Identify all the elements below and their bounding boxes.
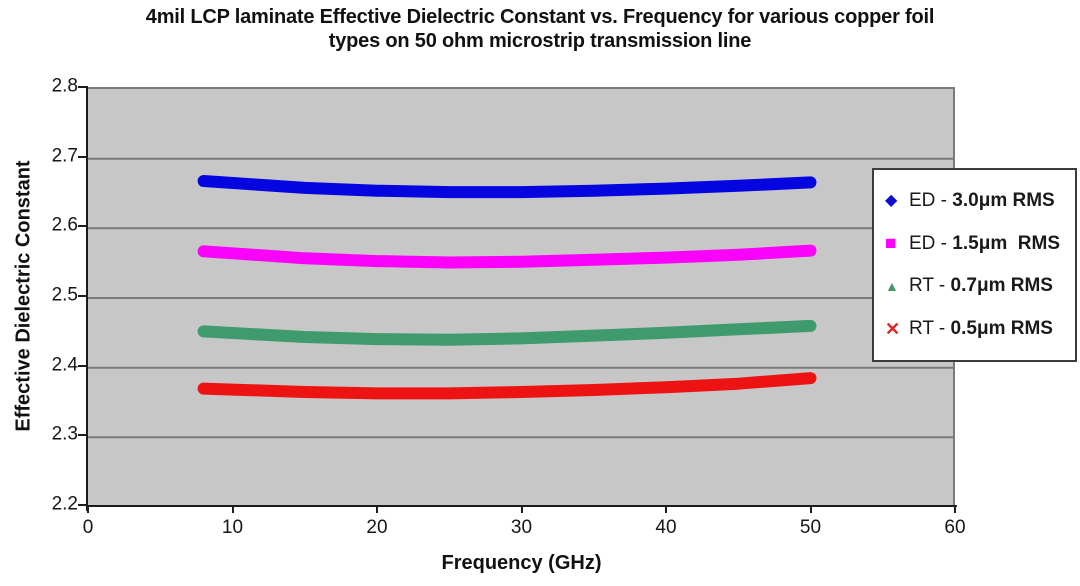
legend-label-value: 0.7μm RMS (950, 275, 1053, 297)
y-tick-label: 2.5 (51, 284, 78, 306)
x-tick-label: 50 (799, 517, 822, 538)
x-tick-mark (376, 507, 378, 513)
x-tick-mark (231, 507, 234, 513)
y-tick-label: 2.2 (51, 493, 78, 515)
x-axis-title: Frequency (GHz) (441, 552, 602, 574)
square-marker-icon: ■ (885, 233, 897, 255)
legend-label-value: 1.5μm RMS (952, 232, 1060, 254)
y-tick-mark (78, 434, 88, 437)
y-tick-mark (78, 86, 88, 88)
x-tick-mark (520, 507, 523, 513)
x-tick-mark (809, 507, 812, 513)
x-tick-label: 10 (221, 517, 244, 538)
chart-title-line1: 4mil LCP laminate Effective Dielectric C… (145, 6, 935, 28)
series-line-1 (197, 244, 817, 269)
x-tick-label: 0 (82, 517, 94, 538)
legend-label-value: 3.0μm RMS (952, 190, 1055, 212)
y-tick-label: 2.6 (51, 214, 78, 236)
legend: ◆ ED - 3.0μm RMS ■ ED - 1.5μm RMS ▲ RT - 0.7μ… (872, 168, 1077, 362)
legend-item: ◆ ED - 3.0μm RMS (885, 190, 1075, 212)
y-tick-label: 2.8 (51, 75, 78, 97)
series-line-0 (197, 175, 817, 199)
legend-item: ▲ RT - 0.7μm RMS (885, 275, 1075, 297)
legend-label-prefix: ED - (909, 190, 953, 212)
y-axis-line (86, 87, 88, 511)
triangle-marker-icon: ▲ (885, 278, 899, 295)
x-tick-label: 60 (944, 517, 966, 538)
y-tick-label: 2.3 (51, 423, 78, 445)
y-tick-label: 2.4 (51, 354, 78, 376)
series-line-2 (197, 319, 817, 346)
x-tick-mark (665, 507, 667, 513)
y-tick-mark (78, 295, 88, 297)
legend-label-value: 0.5μm RMS (950, 317, 1053, 339)
series-line-3 (197, 372, 817, 400)
x-tick-label: 20 (366, 517, 388, 538)
x-tick-label: 30 (510, 517, 533, 538)
y-tick-mark (78, 225, 88, 228)
x-tick-mark (954, 507, 956, 513)
y-tick-label: 2.7 (51, 145, 78, 167)
x-marker-icon: ✕ (885, 318, 901, 339)
y-tick-mark (78, 364, 88, 367)
x-tick-label: 40 (655, 517, 677, 538)
chart-title: 4mil LCP laminate Effective Dielectric C… (0, 5, 1080, 53)
x-axis-line (86, 505, 957, 507)
y-tick-mark (78, 155, 88, 158)
diamond-marker-icon: ◆ (885, 192, 898, 210)
plot-svg (88, 157, 955, 439)
legend-label-prefix: ED - (909, 232, 953, 254)
x-tick-mark (87, 507, 89, 513)
chart-title-line2: types on 50 ohm microstrip transmission … (328, 30, 752, 52)
legend-label-prefix: RT - (909, 317, 951, 339)
legend-label-prefix: RT - (909, 275, 951, 297)
plot-area (88, 87, 955, 505)
y-tick-mark (78, 504, 88, 506)
legend-item: ■ ED - 1.5μm RMS (885, 233, 1075, 255)
legend-item: ✕ RT - 0.5μm RMS (885, 318, 1075, 340)
